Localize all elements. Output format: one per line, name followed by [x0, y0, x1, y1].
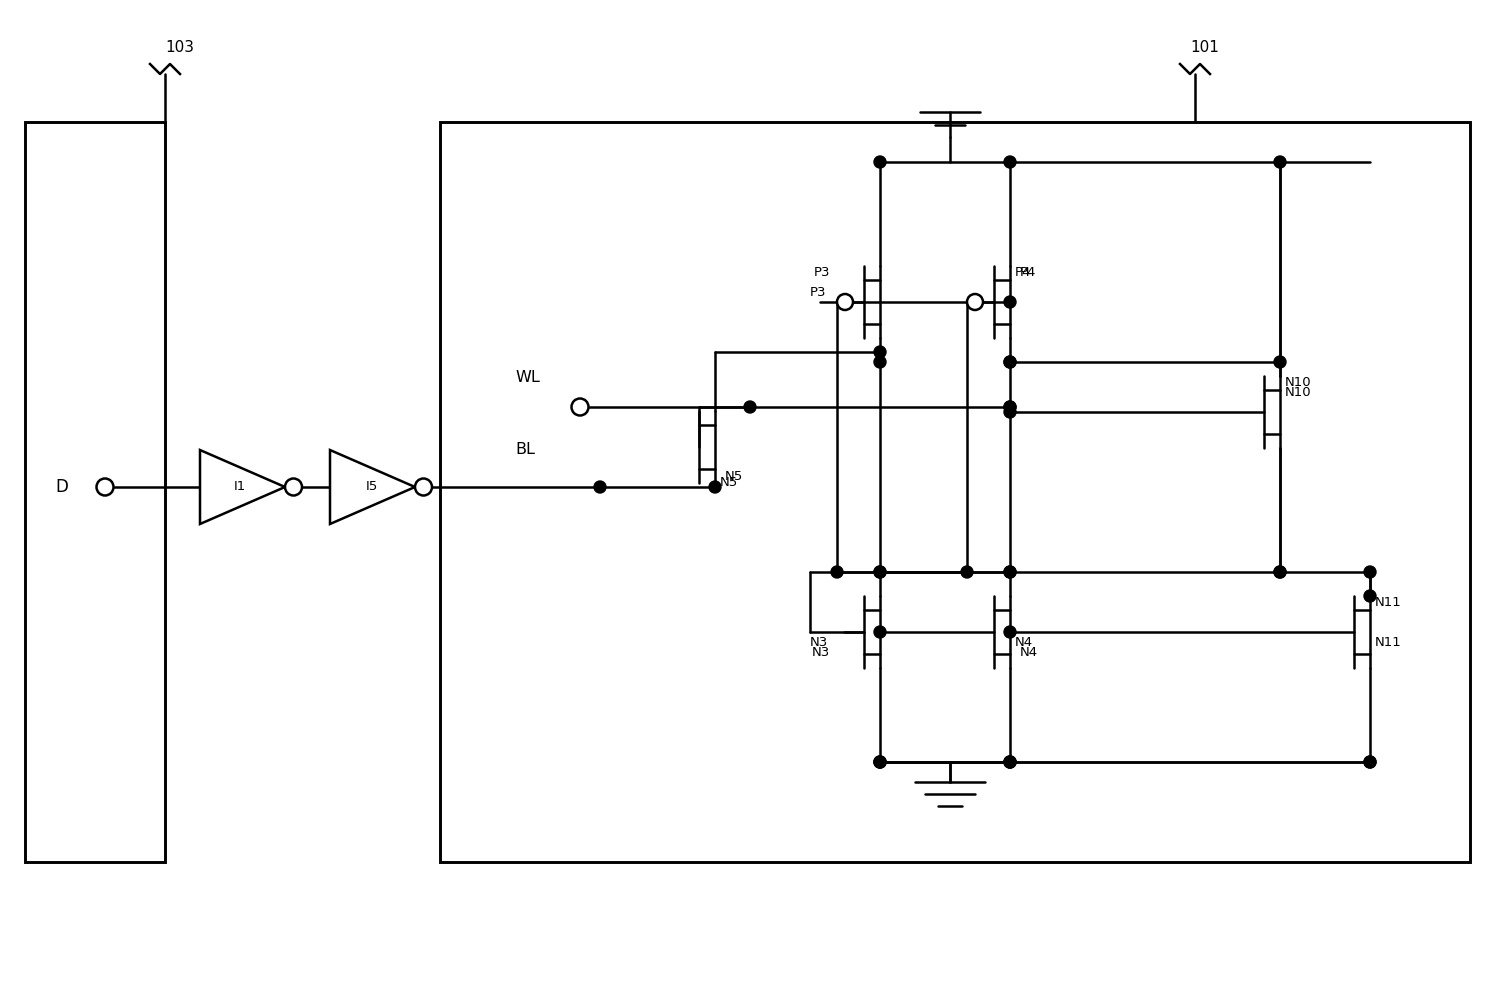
- Circle shape: [1004, 296, 1016, 308]
- Circle shape: [1275, 566, 1287, 578]
- Text: N11: N11: [1374, 635, 1402, 648]
- Circle shape: [1004, 406, 1016, 418]
- Text: N10: N10: [1285, 386, 1311, 399]
- Text: N4: N4: [1015, 635, 1033, 648]
- Circle shape: [1004, 756, 1016, 768]
- Circle shape: [874, 346, 886, 358]
- Circle shape: [1004, 356, 1016, 368]
- Text: N10: N10: [1285, 375, 1311, 389]
- Text: P3: P3: [813, 265, 830, 279]
- Text: N3: N3: [810, 635, 829, 648]
- Text: N5: N5: [724, 470, 744, 483]
- Circle shape: [1364, 756, 1376, 768]
- Circle shape: [1004, 566, 1016, 578]
- Text: N4: N4: [1021, 645, 1039, 659]
- Circle shape: [1364, 756, 1376, 768]
- Bar: [26, 122, 165, 862]
- Circle shape: [284, 478, 302, 496]
- Circle shape: [1364, 566, 1376, 578]
- Circle shape: [1004, 401, 1016, 413]
- Circle shape: [1275, 566, 1287, 578]
- Circle shape: [874, 566, 886, 578]
- Text: P3: P3: [810, 286, 827, 299]
- Circle shape: [968, 294, 983, 310]
- Circle shape: [1004, 756, 1016, 768]
- Polygon shape: [330, 450, 414, 524]
- Circle shape: [1275, 156, 1287, 168]
- Text: N5: N5: [720, 475, 738, 488]
- Circle shape: [414, 478, 432, 496]
- Circle shape: [572, 399, 588, 415]
- Text: 101: 101: [1190, 39, 1220, 54]
- Circle shape: [874, 756, 886, 768]
- Circle shape: [874, 756, 886, 768]
- Circle shape: [962, 566, 974, 578]
- Circle shape: [97, 478, 113, 496]
- Bar: [440, 122, 1470, 862]
- Circle shape: [1364, 590, 1376, 602]
- Circle shape: [1004, 626, 1016, 638]
- Circle shape: [1004, 401, 1016, 413]
- Text: P4: P4: [1015, 265, 1031, 279]
- Circle shape: [744, 401, 756, 413]
- Circle shape: [832, 566, 844, 578]
- Circle shape: [1275, 356, 1287, 368]
- Circle shape: [874, 566, 886, 578]
- Circle shape: [874, 756, 886, 768]
- Circle shape: [874, 356, 886, 368]
- Circle shape: [1004, 566, 1016, 578]
- Circle shape: [838, 294, 853, 310]
- Text: WL: WL: [516, 369, 540, 385]
- Circle shape: [709, 481, 721, 493]
- Circle shape: [1004, 156, 1016, 168]
- Text: I1: I1: [234, 480, 246, 494]
- Circle shape: [1004, 756, 1016, 768]
- Polygon shape: [200, 450, 284, 524]
- Circle shape: [874, 156, 886, 168]
- Text: P4: P4: [1021, 265, 1036, 279]
- Circle shape: [874, 626, 886, 638]
- Circle shape: [1004, 356, 1016, 368]
- Circle shape: [594, 481, 606, 493]
- Text: 103: 103: [165, 39, 195, 54]
- Text: BL: BL: [516, 443, 535, 458]
- Text: I5: I5: [366, 480, 378, 494]
- Text: N3: N3: [812, 645, 830, 659]
- Text: N11: N11: [1374, 595, 1402, 609]
- Text: D: D: [54, 478, 68, 496]
